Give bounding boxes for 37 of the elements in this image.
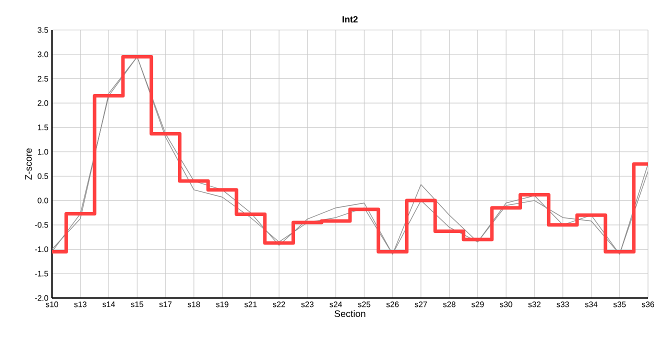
y-axis-title: Z-score [25,148,32,180]
x-tick-label: s15 [130,302,144,308]
y-tick-label: 2.5 [38,76,48,82]
x-tick-label: s18 [188,302,200,308]
x-tick-label: s25 [358,302,370,308]
x-axis-title: Section [334,310,366,318]
y-tick-label: -0.5 [35,222,48,228]
x-tick-label: s27 [414,302,428,308]
y-tick-label: -1.0 [35,246,48,252]
y-tick-label: 3.5 [38,27,48,33]
x-tick-label: s29 [471,302,484,308]
x-tick-label: s26 [386,302,399,308]
x-tick-label: s10 [46,302,58,308]
x-tick-label: s17 [159,302,172,308]
y-tick-label: 1.0 [38,148,48,155]
x-tick-label: s19 [216,302,228,308]
x-tick-label: s14 [102,302,115,308]
y-tick-label: 2.0 [38,100,48,106]
x-tick-label: s30 [500,302,512,308]
x-tick-label: s28 [443,302,456,308]
y-tick-label: 0.5 [38,173,48,180]
x-tick-label: s21 [244,302,257,308]
y-tick-label: 0.0 [38,198,48,204]
x-tick-label: s36 [642,302,654,308]
x-tick-label: s23 [301,302,314,308]
y-tick-label: -1.5 [35,270,48,276]
y-tick-label: 3.0 [38,52,48,58]
x-tick-label: s13 [74,302,86,308]
x-tick-label: s32 [528,302,541,308]
x-tick-label: s22 [272,302,286,308]
chart-title: Int2 [342,16,358,22]
x-tick-label: s33 [556,302,569,308]
y-tick-label: -2.0 [35,295,48,301]
y-tick-label: 1.5 [38,124,48,130]
x-tick-label: s24 [330,302,342,308]
x-tick-label: s35 [613,302,626,308]
x-tick-label: s34 [585,302,598,308]
